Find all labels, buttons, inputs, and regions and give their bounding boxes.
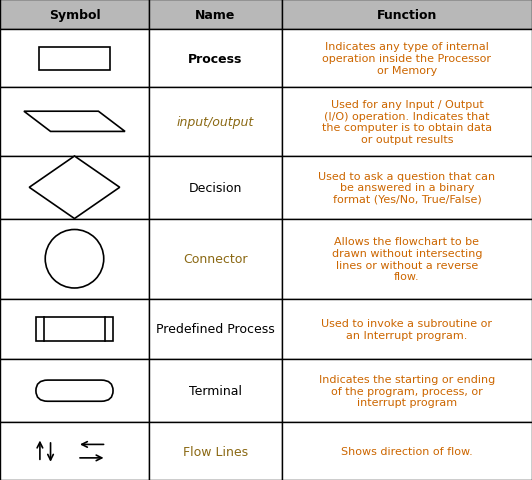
Bar (282, 156, 532, 219)
Bar (282, 219, 532, 299)
Bar (39, 48, 111, 71)
Text: Indicates the starting or ending
of the program, process, or
interrupt program: Indicates the starting or ending of the … (319, 374, 495, 408)
Text: Name: Name (195, 9, 236, 22)
Text: Shows direction of flow.: Shows direction of flow. (341, 446, 473, 456)
Bar (282, 88, 532, 156)
Bar (0, 30, 149, 88)
Text: Terminal: Terminal (189, 384, 242, 397)
Text: Used to invoke a subroutine or
an Interrupt program.: Used to invoke a subroutine or an Interr… (321, 318, 493, 340)
Bar (282, 299, 532, 360)
Text: Indicates any type of internal
operation inside the Processor
or Memory: Indicates any type of internal operation… (322, 42, 492, 75)
FancyBboxPatch shape (36, 380, 113, 401)
Text: Symbol: Symbol (48, 9, 101, 22)
Bar (0, 88, 149, 156)
Text: Process: Process (188, 52, 243, 65)
Bar (0, 360, 149, 422)
Bar (149, 30, 282, 88)
Bar (149, 219, 282, 299)
Text: Function: Function (377, 9, 437, 22)
Bar (149, 299, 282, 360)
Bar (282, 0, 532, 30)
Bar (149, 156, 282, 219)
Text: input/output: input/output (177, 116, 254, 129)
Bar (282, 360, 532, 422)
Bar (0, 299, 149, 360)
Text: Predefined Process: Predefined Process (156, 323, 275, 336)
Text: Allows the flowchart to be
drawn without intersecting
lines or without a reverse: Allows the flowchart to be drawn without… (332, 237, 482, 282)
Bar (149, 360, 282, 422)
Bar (0, 0, 149, 30)
Text: Used for any Input / Output
(I/O) operation. Indicates that
the computer is to o: Used for any Input / Output (I/O) operat… (322, 100, 492, 144)
Ellipse shape (45, 230, 104, 288)
Bar (282, 30, 532, 88)
Text: Flow Lines: Flow Lines (183, 444, 248, 458)
Text: Used to ask a question that can
be answered in a binary
format (Yes/No, True/Fal: Used to ask a question that can be answe… (319, 171, 495, 204)
Bar (282, 422, 532, 480)
Bar (149, 0, 282, 30)
Bar (149, 422, 282, 480)
Bar (0, 422, 149, 480)
Bar (0, 156, 149, 219)
Bar (149, 88, 282, 156)
Bar (36, 317, 113, 341)
Text: Connector: Connector (183, 252, 248, 266)
Polygon shape (29, 156, 120, 219)
Polygon shape (24, 112, 125, 132)
Text: Decision: Decision (189, 181, 242, 194)
Bar (0, 219, 149, 299)
